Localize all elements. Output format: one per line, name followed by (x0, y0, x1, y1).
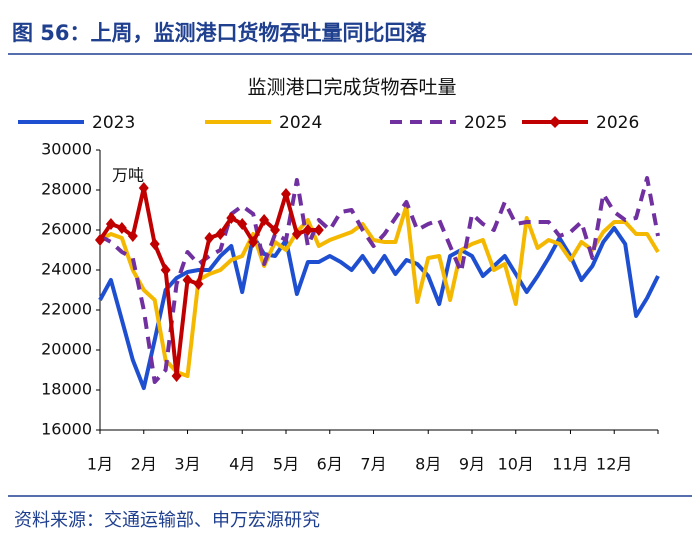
point-marker (160, 264, 171, 276)
point-marker (116, 222, 127, 234)
x-tick-label: 5月 (273, 455, 299, 474)
point-marker (313, 224, 324, 236)
x-tick-label: 6月 (317, 455, 343, 474)
y-tick-label: 18000 (41, 380, 92, 399)
x-tick-label: 7月 (360, 455, 386, 474)
point-marker (138, 182, 149, 194)
y-tick-label: 30000 (41, 140, 92, 159)
legend-marker (549, 116, 561, 128)
series-line (98, 186, 319, 378)
legend-label: 2025 (464, 113, 507, 133)
y-tick-label: 22000 (41, 300, 92, 319)
x-tick-label: 9月 (459, 455, 485, 474)
point-marker (302, 224, 313, 236)
series-line (99, 204, 660, 378)
y-tick-label: 20000 (41, 340, 92, 359)
y-tick-label: 24000 (41, 260, 92, 279)
x-tick-label: 2月 (131, 455, 157, 474)
chart-title: 监测港口完成货物吞吐量 (247, 77, 456, 99)
figure-title: 图 56：上周，监测港口货物吞吐量同比回落 (12, 21, 428, 45)
point-marker (95, 234, 105, 246)
point-marker (237, 218, 248, 230)
point-marker (182, 274, 193, 286)
x-tick-label: 12月 (596, 455, 632, 474)
point-marker (127, 230, 138, 242)
series-line (98, 226, 660, 390)
point-marker (291, 228, 302, 240)
unit-label: 万吨 (112, 166, 144, 185)
point-marker (171, 370, 182, 382)
legend-label: 2026 (596, 113, 639, 133)
legend-label: 2023 (92, 113, 135, 133)
y-tick-label: 26000 (41, 220, 92, 239)
point-marker (193, 278, 204, 290)
point-marker (259, 214, 270, 226)
legend-label: 2024 (279, 113, 322, 133)
point-marker (281, 188, 291, 200)
point-marker (105, 218, 116, 230)
x-tick-label: 10月 (498, 455, 534, 474)
x-tick-label: 4月 (229, 455, 255, 474)
x-tick-label: 8月 (415, 455, 441, 474)
x-tick-label: 3月 (174, 455, 200, 474)
source-note: 资料来源：交通运输部、申万宏源研究 (14, 510, 320, 531)
point-marker (149, 238, 160, 250)
point-marker (215, 228, 226, 240)
point-marker (248, 236, 259, 248)
point-marker (226, 212, 237, 224)
x-tick-label: 1月 (87, 455, 113, 474)
series-line (99, 176, 660, 384)
y-tick-label: 28000 (41, 180, 92, 199)
x-tick-label: 11月 (552, 455, 588, 474)
y-tick-label: 16000 (41, 420, 92, 439)
point-marker (270, 224, 281, 236)
point-marker (204, 232, 215, 244)
